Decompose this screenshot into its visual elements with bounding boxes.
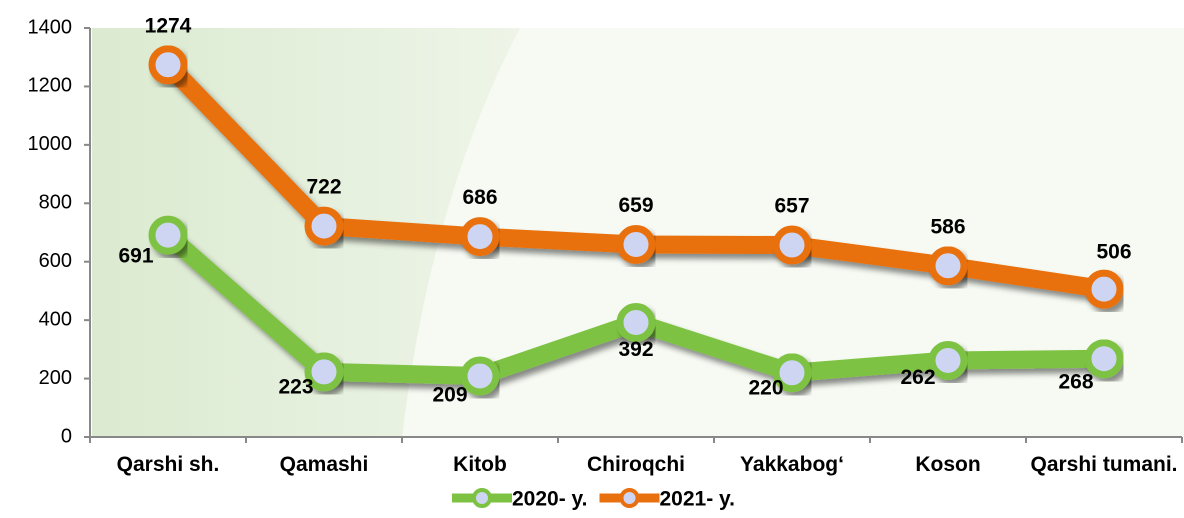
data-label: 686 <box>462 186 497 209</box>
data-label: 1274 <box>145 14 192 37</box>
y-tick-label: 1400 <box>28 16 73 38</box>
point-marker <box>304 206 344 246</box>
x-tick-label: Kitob <box>453 453 507 476</box>
data-label: 392 <box>618 338 653 361</box>
legend-marker <box>472 488 492 508</box>
data-label: 586 <box>930 215 965 238</box>
data-label: 659 <box>618 194 653 217</box>
point-marker <box>772 353 812 393</box>
point-marker <box>616 302 656 342</box>
legend-marker <box>619 488 640 508</box>
x-tick-label: Qamashi <box>279 453 369 476</box>
point-marker <box>1084 339 1124 379</box>
data-label: 722 <box>306 176 341 199</box>
y-tick-label: 1000 <box>28 133 73 155</box>
point-marker <box>460 217 500 257</box>
point-marker <box>148 45 188 85</box>
y-tick-label: 0 <box>61 425 72 447</box>
data-label: 209 <box>432 383 467 406</box>
x-tick-label: Koson <box>915 453 981 476</box>
point-marker <box>460 356 500 396</box>
y-tick-label: 200 <box>39 367 72 389</box>
data-label: 657 <box>774 195 809 218</box>
y-tick-label: 400 <box>39 308 72 330</box>
x-tick-label: Qarshi tumani. <box>1030 453 1178 476</box>
point-marker <box>304 352 344 392</box>
y-tick-label: 600 <box>39 250 72 272</box>
x-tick-label: Qarshi sh. <box>116 453 220 476</box>
x-tick-label: Chiroqchi <box>587 453 685 476</box>
data-label: 691 <box>118 245 153 268</box>
data-label: 220 <box>748 376 783 399</box>
x-tick-label: Yakkabog‘ <box>740 453 844 476</box>
point-marker <box>928 246 968 286</box>
point-marker <box>616 224 656 264</box>
point-marker <box>772 225 812 265</box>
y-tick-label: 1200 <box>28 75 73 97</box>
legend-label: 2021- y. <box>660 488 736 511</box>
legend-label: 2020- y. <box>512 488 588 511</box>
point-marker <box>928 340 968 380</box>
data-label: 262 <box>900 366 935 389</box>
data-label: 223 <box>278 375 313 398</box>
point-marker <box>148 215 188 255</box>
point-marker <box>1084 269 1124 309</box>
data-label: 268 <box>1058 370 1093 393</box>
y-tick-label: 800 <box>39 192 72 214</box>
data-label: 506 <box>1096 241 1131 264</box>
